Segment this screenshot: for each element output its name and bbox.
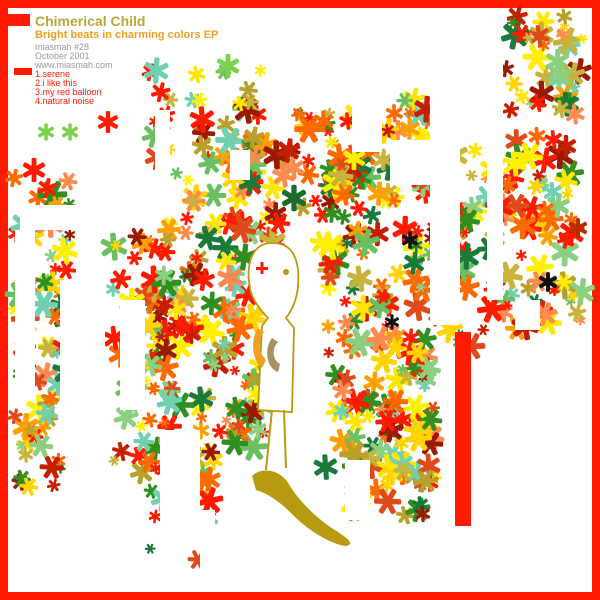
white-cutout-block	[15, 230, 35, 390]
asterisk-flower-icon	[54, 168, 82, 195]
catalog-number: miasmah #28	[35, 42, 90, 52]
white-cutout-block	[515, 300, 540, 330]
white-cutout-block	[60, 280, 105, 400]
white-cutout-block	[200, 510, 215, 570]
standing-figure	[247, 242, 351, 546]
track-item: 3.my red balloon	[35, 87, 102, 97]
asterisk-flower-icon	[227, 363, 242, 378]
white-cutout-block	[120, 300, 145, 410]
red-cross-icon	[256, 262, 268, 274]
white-cutout-block	[487, 60, 503, 300]
white-cutout-block	[430, 95, 460, 325]
release-date: October 2001	[35, 51, 90, 61]
asterisk-flower-icon	[308, 449, 344, 485]
asterisk-flower-icon	[174, 221, 197, 244]
artist-name: Chimerical Child	[35, 13, 146, 29]
asterisk-flower-icon	[143, 541, 158, 556]
asterisk-flower-icon	[180, 172, 196, 188]
asterisk-flower-icon	[513, 247, 530, 264]
white-cutout-block	[160, 430, 200, 550]
white-cutout-block	[20, 205, 110, 230]
release-title: Bright beats in charming colors EP	[35, 29, 219, 41]
asterisk-flower-icon	[35, 450, 69, 485]
tracklist-marker	[14, 68, 32, 75]
asterisk-flower-icon	[3, 166, 25, 190]
asterisk-flower-icon	[184, 62, 210, 88]
asterisk-flower-icon	[552, 5, 576, 29]
track-item: 2.i like this	[35, 78, 78, 88]
white-cutout-block	[470, 420, 500, 500]
asterisk-flower-icon	[322, 346, 335, 359]
red-vertical-bar	[455, 332, 471, 526]
asterisk-flower-icon	[254, 64, 267, 77]
asterisk-flower-icon	[61, 123, 79, 141]
asterisk-flower-icon	[22, 157, 46, 183]
asterisk-flower-icon	[37, 123, 55, 141]
asterisk-flower-icon	[566, 301, 589, 324]
asterisk-flower-icon	[184, 101, 221, 138]
asterisk-flower-icon	[97, 111, 119, 133]
asterisk-flower-icon	[318, 316, 339, 337]
track-item: 4.natural noise	[35, 96, 95, 106]
label-website: www.miasmah.com	[35, 60, 113, 70]
track-item: 1.serene	[35, 69, 71, 79]
white-cutout-block	[230, 150, 250, 180]
white-block-shapes	[15, 60, 540, 570]
asterisk-flower-icon	[463, 167, 480, 184]
asterisk-flower-icon	[337, 293, 354, 310]
asterisk-flower-icon	[168, 165, 185, 182]
white-cutout-block	[390, 140, 430, 185]
asterisk-flower-icon	[466, 141, 484, 160]
white-cutout-block	[345, 460, 370, 520]
red-corner-marker	[8, 14, 30, 26]
asterisk-flower-icon	[194, 410, 209, 425]
asterisk-flower-icon	[45, 476, 63, 495]
white-cutout-block	[155, 110, 170, 210]
white-cutout-block	[352, 92, 382, 152]
asterisk-flower-icon	[500, 99, 521, 121]
asterisk-flower-icon	[178, 210, 196, 227]
